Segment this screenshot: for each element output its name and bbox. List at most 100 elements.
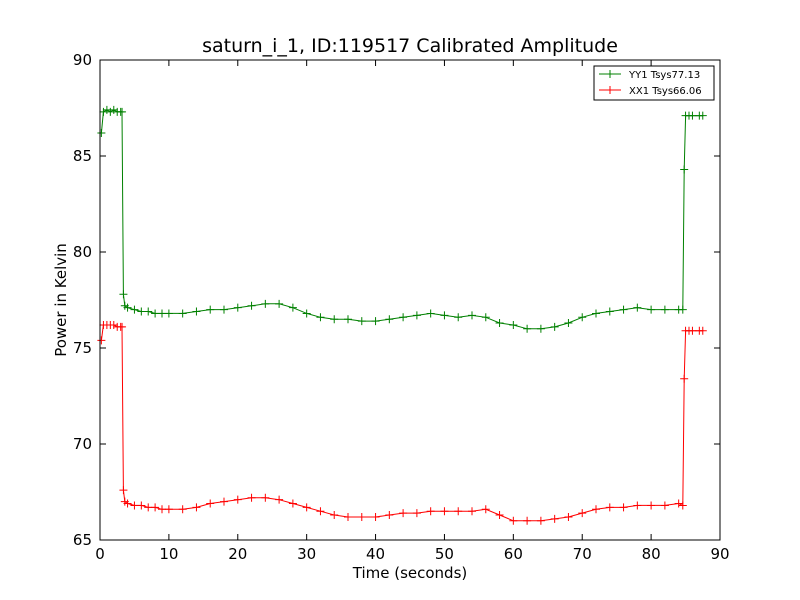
data-point-xx1 <box>144 503 153 512</box>
legend-marker-xx1 <box>606 86 614 94</box>
data-point-xx1 <box>674 499 683 508</box>
data-point-xx1 <box>118 322 127 331</box>
data-point-xx1 <box>678 501 687 510</box>
x-tick-label: 30 <box>297 545 316 563</box>
data-point-yy1 <box>164 309 173 318</box>
data-point-xx1 <box>454 507 463 516</box>
data-point-xx1 <box>698 326 707 335</box>
data-point-yy1 <box>99 107 108 116</box>
data-point-xx1 <box>344 512 352 521</box>
data-point-yy1 <box>619 305 628 314</box>
data-point-xx1 <box>316 507 325 516</box>
data-point-yy1 <box>118 107 127 116</box>
data-point-yy1 <box>371 317 380 326</box>
chart-title: saturn_i_1, ID:119517 Calibrated Amplitu… <box>202 35 618 57</box>
data-point-xx1 <box>660 501 669 510</box>
data-point-yy1 <box>605 307 614 316</box>
data-point-yy1 <box>206 305 215 314</box>
data-point-yy1 <box>288 303 297 312</box>
data-point-yy1 <box>102 105 111 114</box>
data-point-xx1 <box>680 374 689 383</box>
legend-label-xx1: XX1 Tsys66.06 <box>629 86 702 97</box>
data-point-yy1 <box>275 299 284 308</box>
data-point-xx1 <box>206 499 215 508</box>
data-point-xx1 <box>158 505 166 514</box>
data-point-yy1 <box>468 311 476 320</box>
data-point-xx1 <box>468 507 476 516</box>
legend: YY1 Tsys77.13 XX1 Tsys66.06 <box>593 65 715 101</box>
data-point-yy1 <box>357 317 366 326</box>
data-point-yy1 <box>330 315 339 324</box>
y-tick-label: 70 <box>73 435 92 453</box>
data-point-yy1 <box>647 305 656 314</box>
data-point-yy1 <box>412 311 421 320</box>
data-point-xx1 <box>633 501 642 510</box>
data-point-yy1 <box>109 105 118 114</box>
x-tick-label: 40 <box>366 545 385 563</box>
data-point-xx1 <box>564 512 573 521</box>
data-point-yy1 <box>106 107 115 116</box>
data-point-xx1 <box>302 503 311 512</box>
ticks-layer: 0 10 20 30 40 50 60 70 80 90 65 70 75 80 85 90 <box>73 51 730 563</box>
data-point-xx1 <box>578 509 587 518</box>
y-tick-label: 75 <box>73 339 92 357</box>
data-point-xx1 <box>440 507 449 516</box>
data-point-yy1 <box>316 313 325 322</box>
data-point-xx1 <box>495 511 504 520</box>
data-point-yy1 <box>97 128 106 137</box>
data-point-yy1 <box>233 303 242 312</box>
series-xx1 <box>97 320 707 525</box>
data-point-xx1 <box>97 336 106 345</box>
x-tick-label: 60 <box>504 545 523 563</box>
data-point-yy1 <box>633 303 642 312</box>
data-point-yy1 <box>178 309 187 318</box>
data-point-xx1 <box>192 503 201 512</box>
data-point-yy1 <box>592 309 600 318</box>
data-point-yy1 <box>688 111 697 120</box>
data-point-yy1 <box>440 311 449 320</box>
data-point-yy1 <box>454 313 463 322</box>
y-tick-label: 80 <box>73 243 92 261</box>
x-axis-label: Time (seconds) <box>352 564 468 582</box>
data-point-yy1 <box>192 307 201 316</box>
data-point-xx1 <box>261 493 270 502</box>
data-point-xx1 <box>130 501 139 510</box>
series-yy1 <box>97 105 707 333</box>
data-point-yy1 <box>550 322 559 331</box>
data-point-yy1 <box>564 319 573 328</box>
data-point-yy1 <box>151 309 160 318</box>
data-point-yy1 <box>119 290 128 299</box>
data-point-xx1 <box>412 509 421 518</box>
data-point-yy1 <box>123 303 132 312</box>
data-point-yy1 <box>680 165 689 174</box>
data-point-xx1 <box>385 511 394 520</box>
data-point-xx1 <box>592 505 600 514</box>
data-point-xx1 <box>688 326 697 335</box>
data-point-yy1 <box>261 299 270 308</box>
data-point-xx1 <box>151 503 160 512</box>
data-point-yy1 <box>137 307 146 316</box>
data-point-yy1 <box>385 315 394 324</box>
y-axis-label: Power in Kelvin <box>52 243 70 357</box>
x-tick-label: 10 <box>159 545 178 563</box>
data-point-xx1 <box>164 505 173 514</box>
x-tick-label: 80 <box>642 545 661 563</box>
data-point-yy1 <box>509 320 518 329</box>
data-point-xx1 <box>137 501 146 510</box>
data-point-yy1 <box>698 111 707 120</box>
data-point-yy1 <box>130 305 139 314</box>
data-point-yy1 <box>660 305 669 314</box>
data-point-yy1 <box>144 307 153 316</box>
data-point-xx1 <box>220 497 228 506</box>
data-point-xx1 <box>275 495 284 504</box>
data-point-xx1 <box>399 509 408 518</box>
data-point-yy1 <box>220 305 228 314</box>
data-point-xx1 <box>330 511 339 520</box>
data-point-xx1 <box>509 516 518 525</box>
x-tick-label: 90 <box>710 545 729 563</box>
y-tick-label: 85 <box>73 147 92 165</box>
data-point-yy1 <box>158 309 166 318</box>
data-point-xx1 <box>178 505 187 514</box>
data-point-yy1 <box>344 315 352 324</box>
